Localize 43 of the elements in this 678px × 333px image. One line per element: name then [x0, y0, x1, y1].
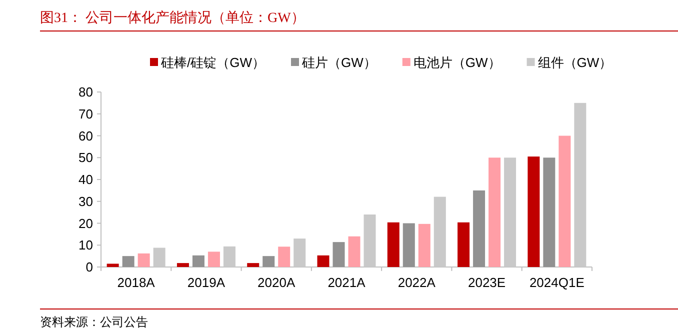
- bar: [543, 158, 556, 267]
- y-tick-label: 10: [78, 238, 93, 253]
- bar: [528, 156, 540, 267]
- bar: [262, 256, 275, 267]
- bar: [387, 222, 400, 267]
- y-tick-label: 20: [78, 216, 93, 231]
- bar: [473, 190, 486, 267]
- x-tick-label: 2021A: [328, 275, 366, 290]
- x-tick-label: 2023E: [468, 275, 506, 290]
- chart-title: 图31： 公司一体化产能情况（单位：GW）: [40, 10, 305, 26]
- bar: [106, 264, 119, 267]
- bar: [192, 255, 204, 267]
- bar: [317, 255, 330, 267]
- bar: [418, 224, 430, 267]
- legend-label: 硅棒/硅锭（GW）: [160, 55, 265, 70]
- bar: [332, 242, 345, 267]
- y-tick-label: 50: [78, 150, 93, 166]
- legend-label: 电池片（GW）: [413, 55, 501, 70]
- x-tick-label: 2018A: [117, 275, 156, 290]
- bar: [488, 158, 501, 267]
- bar: [247, 263, 260, 267]
- legend-label: 组件（GW）: [538, 55, 612, 70]
- x-tick-label: 2020A: [258, 275, 296, 290]
- y-tick-label: 40: [78, 172, 93, 187]
- bar: [208, 252, 220, 267]
- bar: [348, 236, 360, 267]
- bar: [138, 253, 150, 267]
- y-tick-label: 30: [78, 194, 93, 209]
- bar: [122, 256, 134, 267]
- bar: [458, 222, 470, 267]
- y-tick-label: 70: [78, 106, 93, 122]
- x-tick-label: 2024Q1E: [529, 275, 585, 290]
- text: 资料来源：公司公告: [40, 315, 148, 329]
- bar: [558, 136, 571, 267]
- x-tick-label: 2022A: [398, 275, 436, 290]
- legend-label: 硅片（GW）: [301, 55, 376, 70]
- x-tick-label: 2019A: [187, 275, 226, 290]
- bar: [176, 263, 189, 267]
- bar: [278, 246, 290, 267]
- y-tick-label: 80: [78, 84, 93, 100]
- y-tick-label: 60: [78, 128, 93, 144]
- y-tick-label: 0: [86, 260, 93, 274]
- bar: [402, 223, 415, 267]
